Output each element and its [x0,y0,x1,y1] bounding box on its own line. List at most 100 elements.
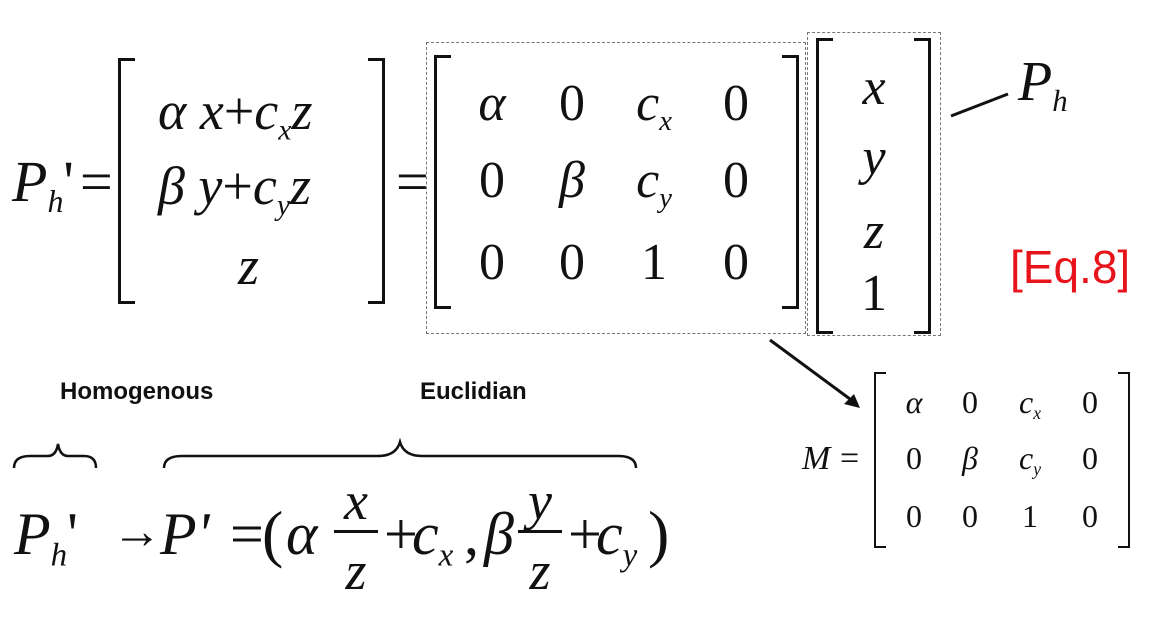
lhs-sub: h [50,537,68,574]
matrix-dashed-box [426,42,806,334]
c-sub: y [659,183,672,214]
m-cell-0-1: 0 [559,75,585,132]
m-cell-1-1: β [559,152,585,209]
m-cell-2-1: 0 [559,234,585,291]
lhs-prime: ' [67,501,78,567]
z-var: z [290,156,312,216]
bottom-alpha: α [286,501,318,567]
vector-z: z [863,203,885,260]
c-sub: x [278,114,292,147]
c-sub: y [1033,459,1041,480]
euclidian-label: Euclidian [420,378,527,405]
bottom-beta: β [484,501,514,567]
homogenous-label: Homogenous [60,378,214,405]
mm-cell-2-3: 0 [1082,498,1098,534]
frac2-numerator: y [528,471,552,531]
frac1-numerator: x [344,471,368,531]
c-sub: x [659,106,672,137]
mm-cell-1-0: 0 [906,440,922,476]
left-bracket-1 [118,58,135,304]
cx-term: cx [412,500,453,575]
mm-cell-0-1: 0 [962,384,978,420]
mm-cell-0-0: α [905,384,923,420]
m-cell-1-0: 0 [479,152,505,209]
ph-p: P [1018,51,1053,113]
lhs-p: P [12,149,48,214]
plus-1: + [384,501,418,567]
close-paren: ) [648,498,670,569]
result-row-3: z [238,235,259,297]
m-cell-0-3: 0 [723,75,749,132]
m-cell-1-3: 0 [723,152,749,209]
mm-cell-1-2: cy [1004,442,1056,479]
c-var: c [596,501,623,567]
frac1-bar [334,530,378,533]
equation-number-label: [Eq.8] [1010,241,1131,293]
m-cell-0-2: cx [614,78,694,137]
mm-cell-0-3: 0 [1082,384,1098,420]
cy-term: cy [596,500,637,575]
alpha-symbol: α [158,81,187,141]
mm-cell-2-1: 0 [962,498,978,534]
c-sub: x [438,537,454,574]
m-cell-1-2: cy [614,155,694,214]
m-cell-0-0: α [478,75,506,132]
m-equals: = [840,440,860,477]
right-bracket-1 [368,58,385,304]
vector-left-bracket [816,38,833,334]
m-label: M [802,440,831,477]
m-left-bracket [874,372,886,548]
equals-sign-2: = [396,149,429,214]
plus-op: + [222,156,253,216]
equals-sign-1: = [80,149,113,214]
matrix-left-bracket [434,55,451,309]
lhs-ph-prime: Ph' [12,148,74,220]
p-prime: P' [160,501,210,567]
c-sub: y [622,537,638,574]
lhs-sub-h: h [47,184,64,220]
frac2-bar [518,530,562,533]
matrix-right-bracket [782,55,799,309]
z-var: z [291,81,313,141]
c-sub: y [276,189,290,222]
open-paren: ( [262,498,284,569]
c-var: c [1018,384,1034,420]
plus-2: + [568,501,602,567]
ph-label: Ph [1018,50,1068,119]
ph-pointer-line [950,92,1009,118]
ph-sub: h [1052,83,1068,118]
lhs-p: P [14,501,51,567]
x-var: x [199,81,224,141]
m-cell-2-0: 0 [479,234,505,291]
homogenous-brace [12,443,98,469]
vector-x: x [862,59,886,116]
m-cell-2-2: 1 [641,234,667,291]
mm-cell-2-0: 0 [906,498,922,534]
vector-right-bracket [914,38,931,334]
euclidian-brace [162,438,638,469]
vector-y: y [862,129,886,186]
z-var: z [238,236,260,296]
frac1-denominator: z [345,541,367,601]
arrow-symbol: → [112,503,162,559]
result-row-1: α x+cxz [158,80,312,147]
mm-cell-2-2: 1 [1022,498,1038,534]
frac2-denominator: z [529,541,551,601]
c-var: c [636,75,660,132]
m-cell-2-3: 0 [723,234,749,291]
mm-cell-0-2: cx [1004,386,1056,423]
vector-one: 1 [861,265,887,322]
y-var: y [198,156,223,216]
c-var: c [252,156,277,216]
mm-cell-1-3: 0 [1082,440,1098,476]
comma: , [464,501,479,567]
c-var: c [412,501,439,567]
bottom-equals: = [230,501,264,567]
plus-op: + [223,81,255,141]
beta-symbol: β [158,156,185,216]
c-var: c [1018,440,1034,476]
result-row-2: β y+cyz [158,155,311,222]
m-right-bracket [1118,372,1130,548]
vector-dashed-box [807,32,941,336]
c-var: c [254,81,279,141]
